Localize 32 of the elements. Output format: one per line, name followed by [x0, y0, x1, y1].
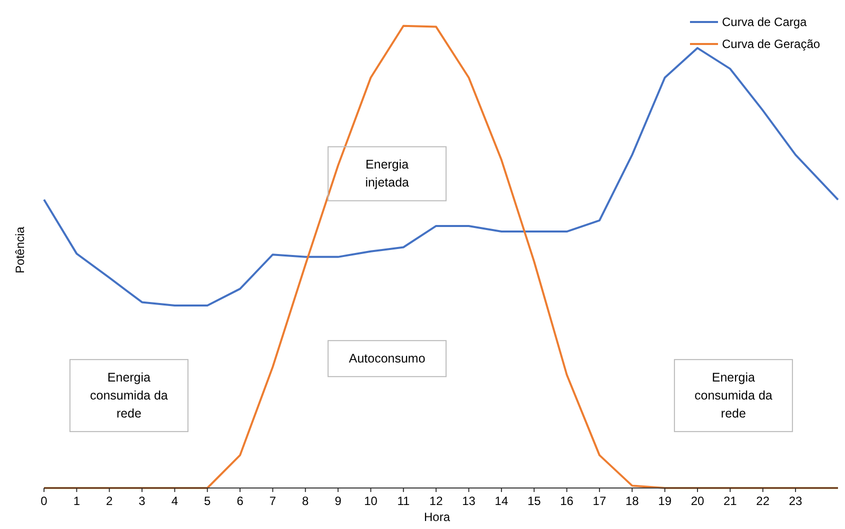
x-tick-label: 14 — [494, 494, 508, 508]
x-axis-title: Hora — [424, 510, 450, 524]
x-tick-label: 19 — [658, 494, 672, 508]
x-tick-label: 22 — [756, 494, 770, 508]
x-tick-label: 20 — [690, 494, 704, 508]
x-tick-label: 2 — [106, 494, 114, 508]
x-tick-label: 18 — [625, 494, 640, 508]
x-tick-label: 11 — [397, 494, 410, 508]
x-tick-label: 23 — [788, 494, 803, 508]
x-tick-label: 9 — [334, 494, 342, 508]
x-tick-label: 10 — [364, 494, 378, 508]
x-tick-label: 6 — [236, 494, 244, 508]
x-tick-label: 3 — [138, 494, 146, 508]
x-tick-label: 1 — [73, 494, 80, 508]
x-tick-label: 13 — [462, 494, 476, 508]
x-tick-label: 12 — [429, 494, 444, 508]
legend-label: Curva de Carga — [722, 15, 808, 29]
x-tick-label: 21 — [723, 494, 738, 508]
legend-label: Curva de Geração — [722, 37, 820, 51]
annotation: Energia consumida da rede — [694, 370, 772, 421]
x-tick-label: 5 — [204, 494, 212, 508]
y-axis-title: Potência — [13, 226, 27, 274]
annotation: Energia consumida da rede — [90, 370, 168, 421]
x-tick-label: 16 — [560, 494, 574, 508]
x-tick-label: 4 — [171, 494, 178, 508]
x-tick-label: 15 — [527, 494, 542, 508]
annotation: Autoconsumo — [348, 352, 426, 366]
x-tick-label: 17 — [592, 494, 606, 508]
x-tick-label: 8 — [302, 494, 310, 508]
x-tick-label: 0 — [40, 494, 48, 508]
annotation: Energia injetada — [365, 158, 410, 190]
x-tick-label: 7 — [269, 494, 276, 508]
